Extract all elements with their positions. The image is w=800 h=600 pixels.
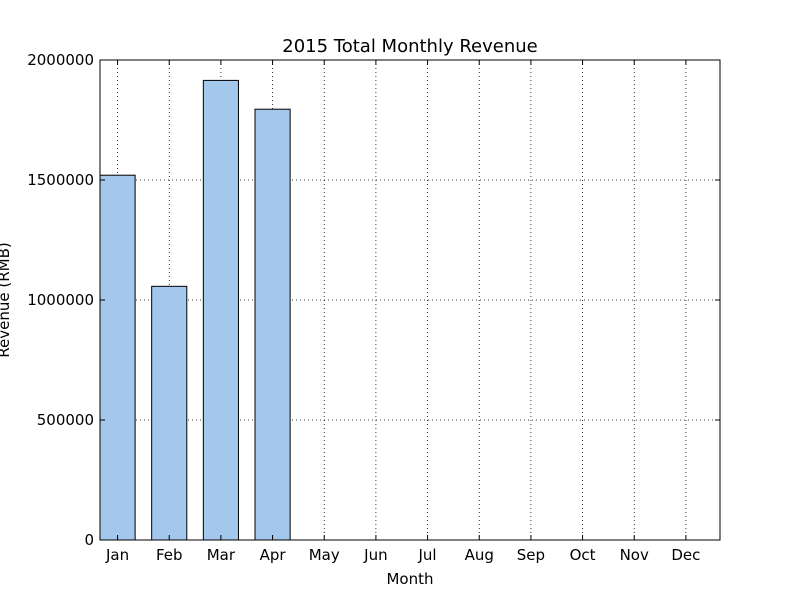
y-tick-label: 0 xyxy=(84,531,94,549)
x-tick-label: Jul xyxy=(418,546,437,564)
bar-mar xyxy=(202,79,239,541)
x-tick-label: Nov xyxy=(620,546,649,564)
y-tick-label: 1000000 xyxy=(27,291,94,309)
bar-apr xyxy=(254,108,291,541)
x-tick-label: May xyxy=(309,546,340,564)
x-tick-label: Feb xyxy=(156,546,183,564)
x-tick-label: Mar xyxy=(207,546,236,564)
x-tick-label: Apr xyxy=(260,546,287,564)
x-tick-label: Dec xyxy=(671,546,700,564)
x-tick-label: Sep xyxy=(517,546,545,564)
x-tick-label: Jan xyxy=(105,546,129,564)
bars-layer xyxy=(99,79,291,541)
bar-feb xyxy=(151,285,188,541)
bar-jan xyxy=(99,174,136,541)
y-tick-label: 1500000 xyxy=(27,171,94,189)
x-axis-label: Month xyxy=(386,570,433,588)
x-tick-label: Aug xyxy=(465,546,494,564)
x-tick-label: Oct xyxy=(570,546,596,564)
y-tick-label: 2000000 xyxy=(27,51,94,69)
grid-layer xyxy=(100,59,720,541)
y-axis-label: Revenue (RMB) xyxy=(0,242,13,357)
chart-title: 2015 Total Monthly Revenue xyxy=(282,36,537,57)
x-tick-label: Jun xyxy=(363,546,387,564)
y-tick-label: 500000 xyxy=(37,411,94,429)
ticks-layer: Jan Feb Mar Apr May Jun Jul Aug Sep Oct Nov Dec 0 500… xyxy=(27,51,720,564)
